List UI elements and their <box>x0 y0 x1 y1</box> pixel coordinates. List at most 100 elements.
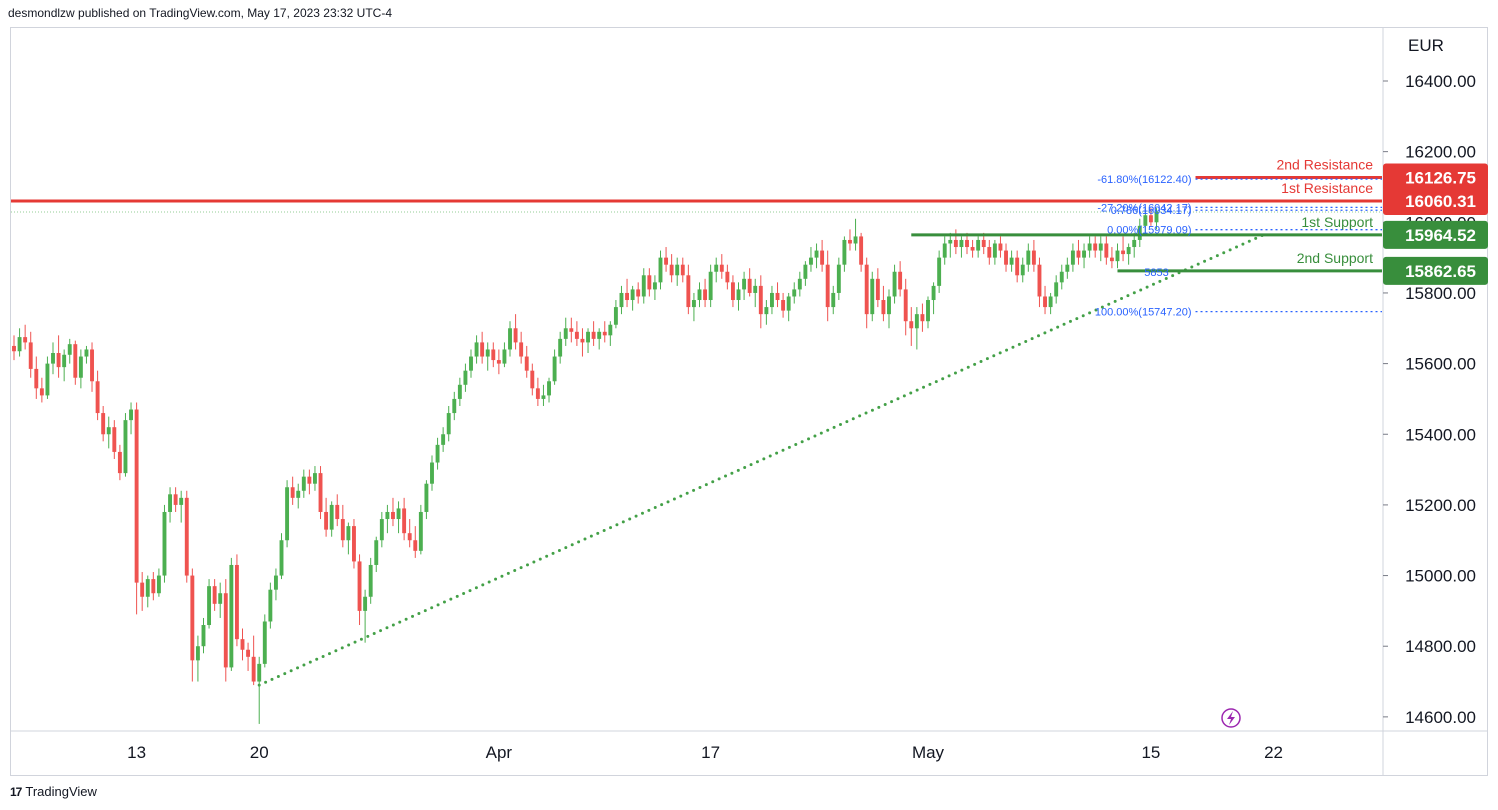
candle-body <box>859 236 864 265</box>
candle-body <box>201 625 206 647</box>
candle-body <box>179 497 184 505</box>
resistance-1-badge <box>1383 186 1488 215</box>
candle-body <box>942 243 947 258</box>
candle-body <box>563 328 568 339</box>
candle-body <box>407 533 412 541</box>
candle-body <box>424 483 429 512</box>
badges-layer: 16126.75 16060.31 15964.52 15862.65 <box>1383 163 1488 285</box>
chart-frame[interactable] <box>10 27 1488 776</box>
candle-body <box>920 314 925 322</box>
candle-body <box>234 564 239 640</box>
resistance-2-badge-text: 16126.75 <box>1405 169 1476 188</box>
candle-body <box>485 349 490 357</box>
footer: 17 TradingView <box>10 784 97 799</box>
candle-body <box>619 292 624 308</box>
candle-body <box>117 451 122 474</box>
candle-body <box>173 494 178 505</box>
candle-body <box>430 462 434 484</box>
candle-body <box>574 331 579 339</box>
candle-body <box>887 296 891 315</box>
candle-body <box>875 278 880 301</box>
resistance-2-label: 2nd Resistance <box>1276 157 1373 173</box>
candle-body <box>586 331 590 343</box>
candle-body <box>34 368 39 389</box>
support-1-label: 1st Support <box>1301 214 1373 230</box>
candle-body <box>976 239 981 251</box>
resistance-1-label: 1st Resistance <box>1281 180 1373 196</box>
candle-body <box>51 353 55 364</box>
candle-body <box>853 236 858 244</box>
candle-body <box>524 356 529 371</box>
candle-body <box>62 354 67 368</box>
candle-body <box>1098 243 1103 251</box>
lightning-icon-ring <box>1221 708 1241 728</box>
support-2-label: 2nd Support <box>1297 250 1373 266</box>
candle-body <box>1126 247 1131 255</box>
candle-body <box>184 497 189 576</box>
y-tick-label: 16400.00 <box>1405 72 1476 91</box>
candle-body <box>112 427 117 452</box>
candle-body <box>496 360 501 364</box>
candle-body <box>764 307 769 315</box>
y-tick-label: 15200.00 <box>1405 496 1476 515</box>
candle-body <box>262 621 267 664</box>
candle-body <box>346 526 351 541</box>
trendline-layer <box>257 231 1270 687</box>
candle-body <box>530 370 535 389</box>
candle-body <box>67 344 72 355</box>
candle-body <box>608 324 613 336</box>
candle-body <box>753 285 758 293</box>
candle-body <box>340 519 345 541</box>
x-tick-label: 13 <box>127 743 146 762</box>
candle-body <box>1037 264 1042 297</box>
candle-body <box>547 381 551 396</box>
candle-body <box>836 264 841 293</box>
candle-body <box>636 289 641 297</box>
candle-body <box>140 582 145 597</box>
candle-body <box>246 649 251 657</box>
footer-brand[interactable]: TradingView <box>25 784 97 799</box>
candle-body <box>675 264 680 276</box>
candle-body <box>758 285 763 315</box>
y-tick-label: 15800.00 <box>1405 284 1476 303</box>
candle-body <box>730 282 735 301</box>
candle-body <box>413 540 418 551</box>
candle-body <box>809 257 813 265</box>
candle-body <box>697 289 702 301</box>
candle-body <box>396 508 401 520</box>
candle-body <box>12 345 16 352</box>
candle-body <box>352 526 356 562</box>
candle-body <box>820 250 825 265</box>
x-tick-label: 15 <box>1141 743 1160 762</box>
candle-body <box>630 289 635 301</box>
tradingview-logo-icon[interactable]: 17 <box>10 784 22 799</box>
candle-body <box>223 593 228 668</box>
candle-body <box>402 508 407 534</box>
candle-body <box>212 586 217 604</box>
candle-body <box>463 370 468 385</box>
candle-body <box>1093 243 1098 251</box>
candle-body <box>508 328 512 350</box>
candle-body <box>742 278 747 290</box>
candle-body <box>725 271 730 283</box>
candle-body <box>970 247 975 251</box>
x-tick-label: 22 <box>1264 743 1283 762</box>
candle-body <box>558 338 563 357</box>
candle-body <box>279 540 284 576</box>
candle-body <box>552 356 557 382</box>
candle-body <box>39 388 44 396</box>
candle-body <box>446 413 451 435</box>
candle-body <box>123 420 128 474</box>
candle-body <box>56 353 61 368</box>
candle-body <box>647 275 652 290</box>
candle-body <box>418 511 423 551</box>
fib-label: 100.00%(15747.20) <box>1095 307 1192 319</box>
candle-body <box>992 243 997 258</box>
candle-body <box>218 593 223 604</box>
candle-body <box>786 296 791 311</box>
candle-body <box>162 511 167 576</box>
candle-body <box>825 264 830 308</box>
candle-body <box>691 300 696 308</box>
y-tick-label: 15600.00 <box>1405 355 1476 374</box>
